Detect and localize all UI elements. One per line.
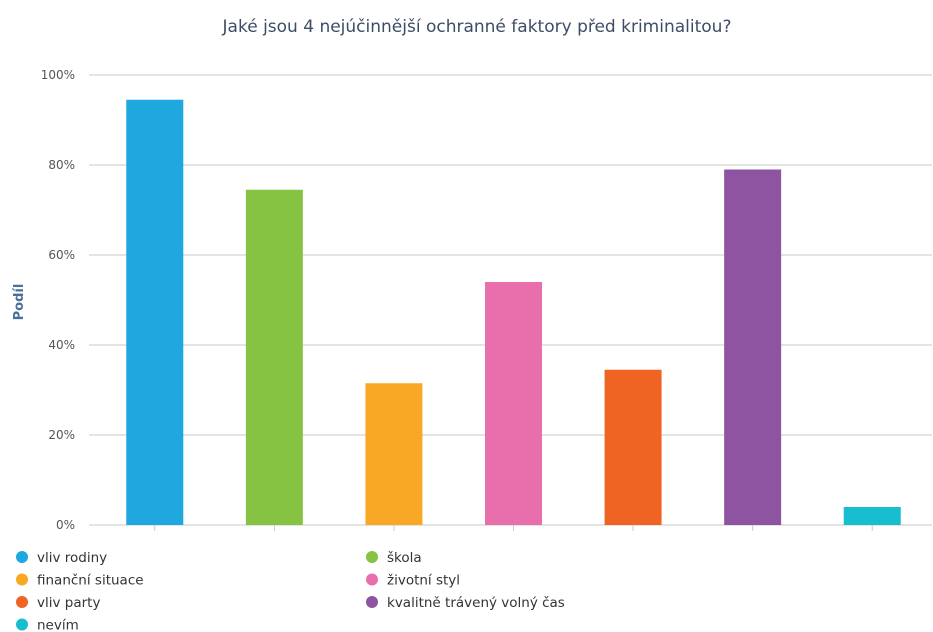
y-tick-label: 0% [56,518,75,532]
legend-marker [16,551,28,563]
bar [245,189,303,525]
bar [126,99,184,525]
legend-item-label: nevím [37,618,79,632]
bar [365,383,423,525]
legend-marker [366,596,378,608]
bar [843,507,901,525]
y-axis-label: Podíl [12,284,27,321]
legend-marker [366,573,378,586]
legend-marker [16,618,28,631]
legend-item-label: finanční situace [37,573,144,589]
y-tick-label: 40% [48,338,75,352]
y-tick-label: 80% [48,158,75,172]
bars [126,99,901,525]
chart-title: Jaké jsou 4 nejúčinnější ochranné faktor… [222,17,732,37]
y-tick-label: 60% [48,248,75,262]
legend-item-label: škola [387,550,422,566]
legend: vliv rodiny škola finanční situace životní … [16,550,565,632]
legend-item-label: životní styl [387,573,460,589]
legend-item-label: vliv rodiny [37,550,107,566]
legend-item-label: vliv party [37,595,100,611]
axes [154,525,873,531]
gridlines: 0% 20% 40% 60% 80% 100% [41,68,932,532]
bar [604,369,662,525]
legend-marker [16,573,28,586]
y-tick-label: 100% [41,68,75,82]
legend-marker [366,551,378,563]
y-tick-label: 20% [48,428,75,442]
legend-item-label: kvalitně trávený volný čas [387,595,565,611]
bar [485,282,542,525]
legend-marker [16,596,28,608]
bar [724,169,782,525]
